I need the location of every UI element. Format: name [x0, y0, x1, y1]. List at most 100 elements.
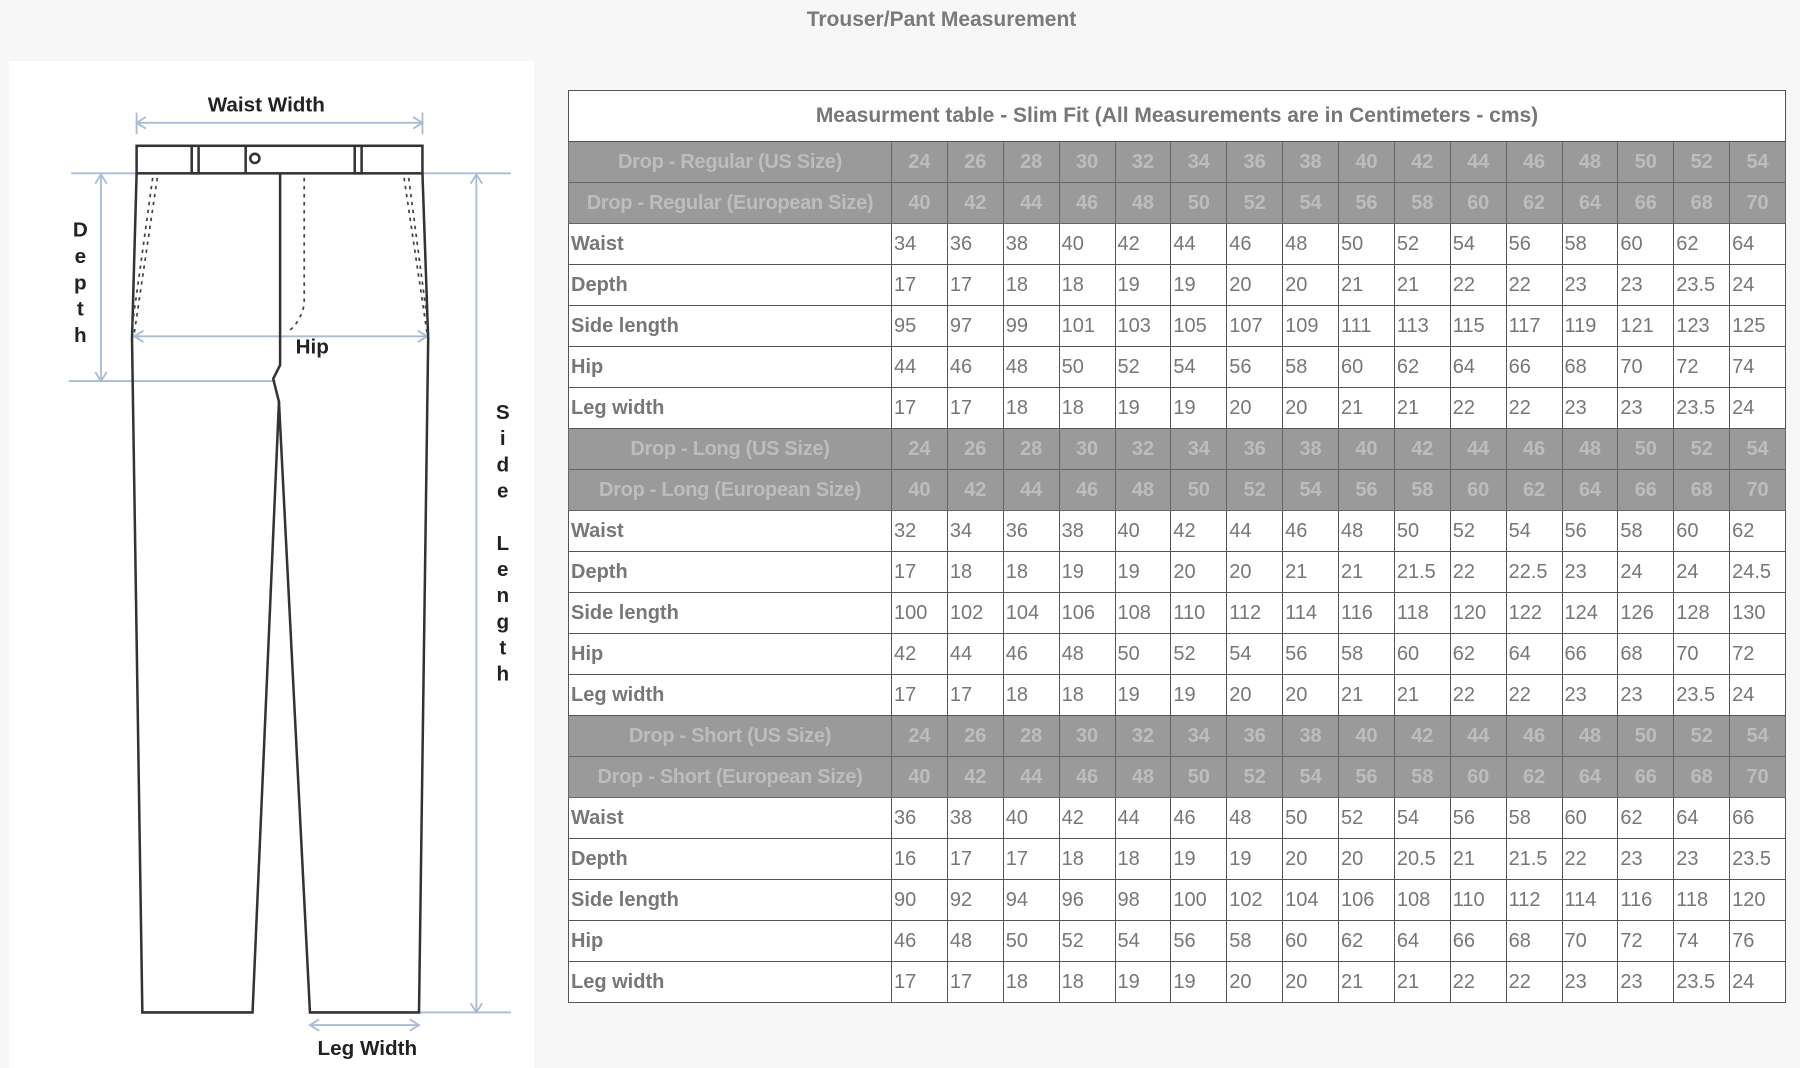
size-cell: 40	[1338, 715, 1395, 757]
value-cell: 19	[1114, 551, 1172, 593]
value-cell: 54	[1505, 510, 1563, 552]
value-cell: 21	[1393, 264, 1451, 306]
value-cell: 22	[1449, 674, 1507, 716]
measurement-row: Hip 44 46 48 50 52 54 56 58 60 62 64 66 68 70 72 74	[568, 346, 1786, 388]
size-cell: 36	[1226, 428, 1284, 470]
row-label: Leg width	[568, 674, 892, 716]
size-cell: 26	[946, 715, 1004, 757]
value-cell: 19	[1170, 961, 1228, 1003]
value-cell: 17	[946, 264, 1004, 306]
value-cell: 74	[1673, 920, 1731, 962]
value-cell: 18	[1058, 838, 1116, 880]
size-cell: 26	[946, 141, 1004, 183]
size-cell: 50	[1617, 428, 1675, 470]
size-cell: 70	[1729, 756, 1786, 798]
value-cell: 44	[1170, 223, 1228, 265]
value-cell: 95	[891, 305, 948, 347]
value-cell: 23.5	[1673, 961, 1731, 1003]
value-cell: 70	[1617, 346, 1675, 388]
size-cell: 52	[1673, 428, 1731, 470]
row-label: Drop - Long (US Size)	[568, 428, 892, 470]
value-cell: 22	[1505, 961, 1563, 1003]
value-cell: 50	[1002, 920, 1060, 962]
value-cell: 62	[1673, 223, 1731, 265]
value-cell: 38	[946, 797, 1004, 839]
value-cell: 48	[1058, 633, 1116, 675]
us-size-row: Drop - Regular (US Size) 24 26 28 30 32 34 36 38…	[568, 141, 1786, 183]
measurement-row: Depth 17 17 18 18 19 19 20 20 21 21 22 22 23 23 23.5 24	[568, 264, 1786, 306]
size-cell: 52	[1673, 141, 1731, 183]
measurement-row: Side length 100 102 104 106 108 110 112 114 116 11…	[568, 592, 1786, 634]
size-cell: 66	[1617, 756, 1675, 798]
value-cell: 116	[1617, 879, 1675, 921]
size-cell: 66	[1617, 182, 1675, 224]
size-cell: 50	[1170, 469, 1228, 511]
diagram-panel	[9, 61, 534, 1068]
value-cell: 74	[1729, 346, 1786, 388]
eu-size-row: Drop - Regular (European Size) 40 42 44 46 48…	[568, 182, 1786, 224]
value-cell: 20	[1282, 961, 1339, 1003]
size-cell: 58	[1393, 469, 1451, 511]
value-cell: 19	[1170, 674, 1228, 716]
value-cell: 54	[1393, 797, 1451, 839]
size-cell: 54	[1729, 428, 1786, 470]
size-cell: 30	[1058, 428, 1116, 470]
value-cell: 18	[1058, 387, 1116, 429]
size-cell: 42	[946, 756, 1004, 798]
value-cell: 18	[1002, 387, 1060, 429]
value-cell: 104	[1002, 592, 1060, 634]
value-cell: 72	[1729, 633, 1786, 675]
size-cell: 46	[1058, 182, 1116, 224]
value-cell: 66	[1505, 346, 1563, 388]
size-cell: 28	[1002, 428, 1060, 470]
value-cell: 23	[1561, 264, 1619, 306]
value-cell: 96	[1058, 879, 1116, 921]
size-cell: 56	[1338, 756, 1395, 798]
eu-size-row: Drop - Short (European Size) 40 42 44 46 48 50…	[568, 756, 1786, 798]
value-cell: 23	[1561, 961, 1619, 1003]
size-cell: 66	[1617, 469, 1675, 511]
size-cell: 40	[891, 756, 948, 798]
size-cell: 46	[1505, 141, 1563, 183]
value-cell: 22	[1449, 551, 1507, 593]
size-cell: 28	[1002, 715, 1060, 757]
size-cell: 54	[1282, 469, 1339, 511]
size-cell: 24	[891, 715, 948, 757]
value-cell: 56	[1505, 223, 1563, 265]
value-cell: 36	[891, 797, 948, 839]
value-cell: 54	[1449, 223, 1507, 265]
size-cell: 30	[1058, 715, 1116, 757]
value-cell: 22	[1505, 264, 1563, 306]
value-cell: 23	[1561, 674, 1619, 716]
value-cell: 90	[891, 879, 948, 921]
size-cell: 24	[891, 141, 948, 183]
row-label: Hip	[568, 633, 892, 675]
size-cell: 36	[1226, 141, 1284, 183]
value-cell: 56	[1282, 633, 1339, 675]
value-cell: 68	[1617, 633, 1675, 675]
value-cell: 118	[1673, 879, 1731, 921]
value-cell: 50	[1058, 346, 1116, 388]
value-cell: 106	[1058, 592, 1116, 634]
value-cell: 108	[1393, 879, 1451, 921]
page-title: Trouser/Pant Measurement	[806, 8, 1077, 31]
size-cell: 52	[1673, 715, 1731, 757]
value-cell: 18	[1002, 674, 1060, 716]
value-cell: 114	[1282, 592, 1339, 634]
size-cell: 40	[891, 469, 948, 511]
row-label: Hip	[568, 346, 892, 388]
value-cell: 48	[1338, 510, 1395, 552]
measurement-table-container: Measurment table - Slim Fit (All Measure…	[568, 90, 1786, 1003]
value-cell: 46	[1002, 633, 1060, 675]
size-cell: 62	[1505, 182, 1563, 224]
value-cell: 36	[1002, 510, 1060, 552]
value-cell: 21	[1338, 961, 1395, 1003]
value-cell: 44	[891, 346, 948, 388]
value-cell: 46	[1282, 510, 1339, 552]
value-cell: 52	[1449, 510, 1507, 552]
size-cell: 30	[1058, 141, 1116, 183]
value-cell: 17	[891, 551, 948, 593]
value-cell: 52	[1114, 346, 1172, 388]
value-cell: 44	[1226, 510, 1284, 552]
value-cell: 54	[1226, 633, 1284, 675]
